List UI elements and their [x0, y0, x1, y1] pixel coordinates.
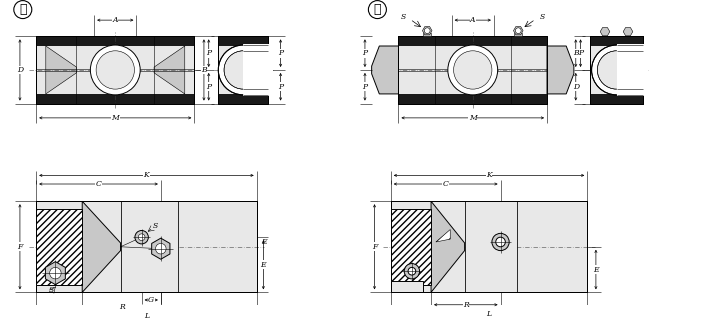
Bar [36, 94, 194, 103]
Text: P: P [278, 49, 283, 57]
Circle shape [156, 243, 166, 254]
Bar [391, 209, 431, 285]
Text: C: C [95, 180, 102, 188]
Bar [218, 37, 268, 46]
Bar [391, 201, 587, 292]
Circle shape [425, 28, 430, 33]
Text: K: K [486, 171, 492, 179]
Bar [36, 209, 82, 285]
Circle shape [90, 45, 140, 95]
Polygon shape [623, 27, 632, 36]
Bar [515, 32, 522, 37]
Circle shape [404, 264, 419, 279]
Text: M: M [111, 114, 119, 122]
Circle shape [598, 51, 635, 89]
Polygon shape [371, 46, 398, 94]
Bar [36, 201, 257, 292]
Polygon shape [547, 46, 574, 94]
Bar [616, 44, 648, 96]
Text: P: P [578, 49, 583, 57]
Bar [398, 94, 547, 103]
Circle shape [592, 45, 641, 95]
Text: Ⓑ: Ⓑ [374, 3, 381, 16]
Text: E: E [262, 238, 267, 246]
Polygon shape [46, 46, 76, 94]
Circle shape [224, 51, 262, 89]
Bar [36, 37, 194, 103]
Bar [398, 37, 547, 103]
Text: F: F [372, 243, 377, 251]
Text: P: P [278, 83, 283, 91]
Polygon shape [431, 201, 465, 292]
Text: P: P [206, 83, 212, 91]
Bar [398, 37, 547, 103]
Text: Ⓐ: Ⓐ [19, 3, 27, 16]
Text: E: E [593, 266, 599, 273]
Bar [391, 281, 423, 292]
Circle shape [96, 51, 134, 89]
Polygon shape [152, 238, 170, 259]
Bar [244, 44, 273, 96]
Text: A: A [470, 16, 475, 24]
Bar [391, 201, 587, 292]
Polygon shape [154, 46, 185, 94]
Polygon shape [601, 27, 610, 36]
Circle shape [496, 237, 505, 247]
Text: S: S [49, 287, 55, 294]
Text: S: S [153, 222, 158, 230]
Text: F: F [17, 243, 23, 251]
Text: G: G [148, 296, 154, 304]
Bar [590, 37, 643, 46]
Circle shape [138, 234, 145, 240]
Bar [423, 32, 431, 37]
Text: M: M [469, 114, 477, 122]
Text: E: E [260, 261, 266, 269]
Circle shape [135, 231, 148, 244]
Bar [398, 37, 547, 46]
Text: C: C [443, 180, 449, 188]
Polygon shape [513, 26, 523, 35]
Text: L: L [486, 310, 491, 318]
Bar [36, 37, 194, 46]
Polygon shape [436, 230, 450, 242]
Text: K: K [143, 171, 149, 179]
Text: B: B [573, 49, 579, 57]
Bar [590, 37, 643, 103]
Text: L: L [144, 312, 149, 318]
Circle shape [515, 28, 521, 33]
Bar [218, 94, 268, 103]
Bar [218, 37, 268, 103]
Text: A: A [113, 16, 118, 24]
Bar [121, 201, 178, 292]
Circle shape [448, 45, 498, 95]
Bar [36, 37, 194, 103]
Bar [465, 201, 518, 292]
Text: D: D [17, 66, 23, 74]
Polygon shape [45, 262, 65, 285]
Text: S: S [539, 13, 545, 21]
Text: P: P [206, 49, 212, 57]
Text: R: R [463, 301, 469, 309]
Polygon shape [82, 201, 121, 292]
Text: D: D [573, 83, 579, 91]
Circle shape [492, 233, 509, 251]
Bar [36, 201, 257, 292]
Circle shape [454, 51, 492, 89]
Polygon shape [422, 26, 432, 35]
Text: P: P [362, 83, 368, 91]
Text: P: P [362, 49, 368, 57]
Text: S: S [401, 13, 406, 21]
Bar [590, 94, 643, 103]
Text: R: R [119, 303, 124, 311]
Circle shape [49, 267, 61, 279]
Bar [590, 37, 643, 103]
Circle shape [218, 45, 268, 95]
Bar [218, 37, 268, 103]
Circle shape [408, 267, 416, 275]
Text: B: B [201, 66, 206, 74]
